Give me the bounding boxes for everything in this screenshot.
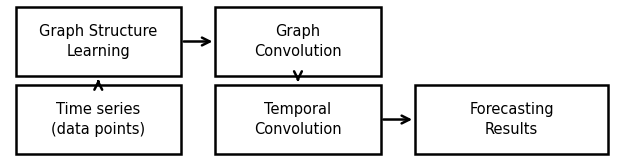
Text: Temporal
Convolution: Temporal Convolution xyxy=(254,102,342,137)
FancyBboxPatch shape xyxy=(16,85,181,154)
FancyBboxPatch shape xyxy=(415,85,608,154)
FancyBboxPatch shape xyxy=(16,7,181,76)
FancyBboxPatch shape xyxy=(215,85,381,154)
Text: Forecasting
Results: Forecasting Results xyxy=(469,102,554,137)
Text: Graph
Convolution: Graph Convolution xyxy=(254,24,342,59)
Text: Graph Structure
Learning: Graph Structure Learning xyxy=(39,24,157,59)
Text: Time series
(data points): Time series (data points) xyxy=(51,102,145,137)
FancyBboxPatch shape xyxy=(215,7,381,76)
